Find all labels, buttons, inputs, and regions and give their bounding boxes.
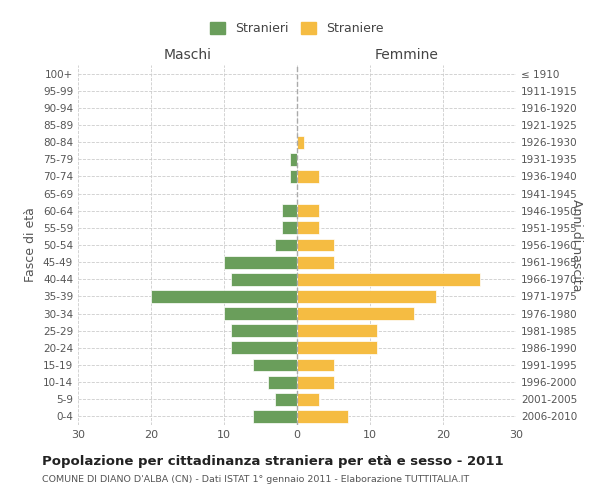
Bar (224, 307, 297, 320)
Bar (283, 222, 297, 234)
Bar (297, 376, 334, 388)
Bar (283, 204, 297, 217)
Bar (297, 136, 304, 148)
Bar (297, 256, 334, 268)
Bar (297, 170, 319, 183)
Bar (297, 290, 436, 303)
Bar (297, 307, 414, 320)
Text: Femmine: Femmine (374, 48, 439, 62)
Bar (275, 393, 297, 406)
Text: COMUNE DI DIANO D'ALBA (CN) - Dati ISTAT 1° gennaio 2011 - Elaborazione TUTTITAL: COMUNE DI DIANO D'ALBA (CN) - Dati ISTAT… (42, 475, 469, 484)
Y-axis label: Anni di nascita: Anni di nascita (570, 198, 583, 291)
Bar (275, 238, 297, 252)
Bar (297, 393, 319, 406)
Bar (290, 170, 297, 183)
Bar (253, 358, 297, 372)
Bar (297, 222, 319, 234)
Bar (268, 376, 297, 388)
Bar (224, 256, 297, 268)
Bar (297, 410, 348, 423)
Bar (253, 410, 297, 423)
Bar (232, 342, 297, 354)
Text: Maschi: Maschi (163, 48, 212, 62)
Bar (297, 273, 479, 285)
Bar (297, 204, 319, 217)
Bar (297, 358, 334, 372)
Bar (297, 342, 377, 354)
Text: Popolazione per cittadinanza straniera per età e sesso - 2011: Popolazione per cittadinanza straniera p… (42, 455, 503, 468)
Bar (232, 273, 297, 285)
Legend: Stranieri, Straniere: Stranieri, Straniere (205, 18, 389, 40)
Bar (297, 238, 334, 252)
Bar (297, 324, 377, 337)
Bar (151, 290, 297, 303)
Y-axis label: Fasce di età: Fasce di età (25, 208, 37, 282)
Bar (232, 324, 297, 337)
Bar (290, 153, 297, 166)
